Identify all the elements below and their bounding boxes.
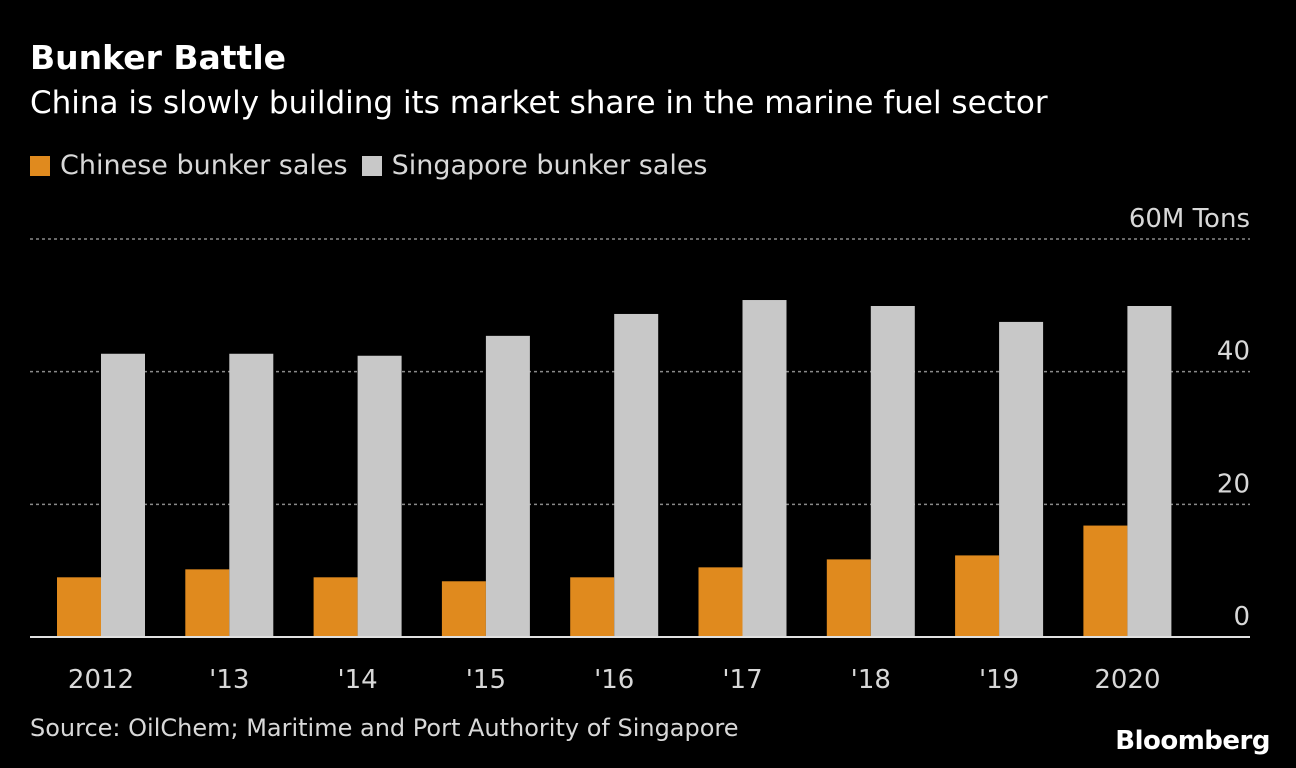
bar-singapore [742, 300, 787, 637]
y-tick-label: 20 [1217, 469, 1250, 499]
legend-swatch-singapore [361, 155, 382, 176]
bar-chinese [698, 567, 743, 637]
y-tick-label: 60M Tons [1129, 204, 1250, 234]
bar-chinese [570, 577, 615, 637]
bar-chinese [57, 577, 101, 637]
x-tick-label: 2020 [1094, 665, 1160, 695]
bar-singapore [101, 353, 145, 637]
bar-singapore [485, 335, 530, 637]
bar-chinese [185, 569, 230, 637]
legend-swatch-chinese [30, 155, 50, 176]
legend-item-chinese: Chinese bunker sales [30, 150, 348, 181]
legend-label-chinese: Chinese bunker sales [60, 150, 348, 181]
legend-label-singapore: Singapore bunker sales [391, 150, 708, 181]
bar-chinese [826, 559, 871, 637]
bar-singapore [357, 355, 402, 637]
source-note: Source: OilChem; Maritime and Port Autho… [30, 714, 739, 742]
y-tick-label: 0 [1233, 602, 1250, 632]
bar-chinese [955, 555, 1000, 637]
bar-singapore [870, 305, 915, 637]
bar-singapore [1127, 305, 1172, 637]
bar-singapore [229, 353, 274, 637]
bar-singapore [614, 313, 659, 637]
x-tick-label: '18 [851, 665, 891, 695]
chart-title: Bunker Battle [30, 38, 287, 77]
bar-singapore [999, 321, 1044, 637]
bar-chinese [313, 577, 358, 637]
x-tick-label: 2012 [68, 665, 134, 695]
x-tick-label: '17 [722, 665, 762, 695]
chart-subtitle: China is slowly building its market shar… [30, 85, 1048, 121]
bloomberg-logo: Bloomberg [1115, 726, 1270, 756]
bar-chinese [441, 581, 486, 637]
y-tick-label: 40 [1217, 337, 1250, 367]
bar-chinese [1083, 525, 1128, 637]
legend: Chinese bunker sales Singapore bunker sa… [30, 150, 722, 181]
legend-item-singapore: Singapore bunker sales [361, 150, 708, 181]
x-tick-label: '15 [466, 665, 506, 695]
x-tick-label: '19 [979, 665, 1019, 695]
x-tick-label: '14 [337, 665, 377, 695]
x-tick-label: '16 [594, 665, 634, 695]
x-tick-label: '13 [209, 665, 249, 695]
